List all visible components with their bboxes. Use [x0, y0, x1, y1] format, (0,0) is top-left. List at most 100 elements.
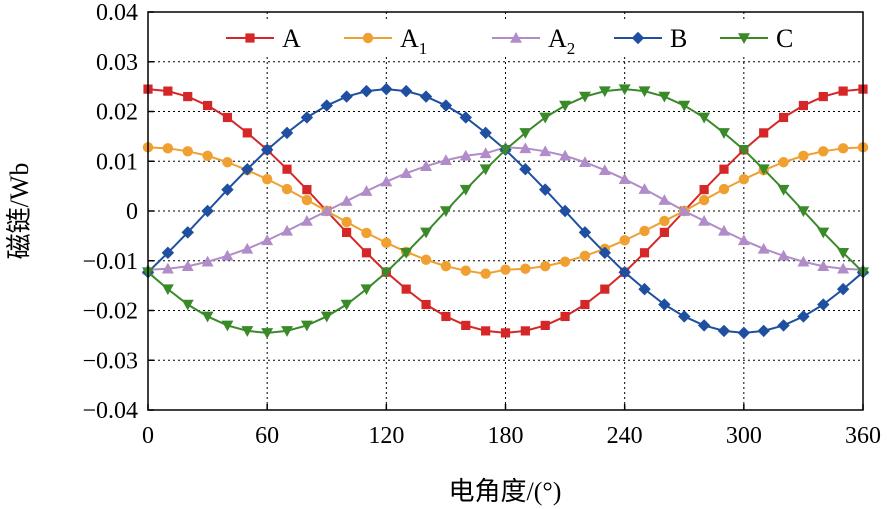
data-point: [698, 214, 711, 226]
data-point: [260, 143, 274, 157]
legend: A A1 A2 B C: [213, 19, 793, 58]
legend-item: A: [226, 24, 301, 53]
data-point: [678, 205, 691, 216]
data-point: [618, 265, 631, 279]
data-point: [461, 320, 471, 331]
data-point: [479, 126, 492, 140]
legend-subscript: 1: [419, 39, 428, 58]
data-point: [698, 194, 710, 206]
data-point: [340, 195, 353, 206]
legend-label: B: [670, 24, 687, 53]
data-point: [618, 84, 631, 96]
data-point: [678, 100, 691, 112]
y-tick-label: 0: [126, 199, 138, 225]
data-point: [222, 112, 233, 123]
data-point: [658, 194, 671, 205]
data-point: [280, 126, 294, 140]
data-point: [558, 204, 572, 218]
grid-lines: [148, 12, 863, 410]
data-point: [797, 206, 810, 217]
x-tick-label: 120: [368, 423, 404, 449]
y-tick-label: −0.03: [82, 348, 138, 374]
data-point: [836, 282, 850, 296]
legend-marker: [631, 31, 645, 45]
data-point: [837, 262, 850, 274]
data-point: [420, 160, 433, 172]
data-point: [759, 128, 769, 138]
data-point: [420, 254, 432, 265]
x-tick-label: 60: [255, 423, 279, 449]
series-c: [142, 84, 869, 339]
data-point: [797, 310, 810, 323]
data-point: [242, 128, 252, 138]
data-point: [818, 146, 829, 157]
data-point: [559, 256, 571, 267]
data-point: [380, 82, 393, 96]
y-tick-label: 0.01: [96, 149, 138, 175]
data-point: [281, 183, 293, 195]
series-layer: [141, 82, 870, 340]
data-point: [459, 149, 472, 161]
data-point: [519, 128, 532, 139]
data-point: [638, 86, 651, 98]
data-point: [222, 157, 233, 168]
y-tick-label: 0.03: [96, 50, 138, 76]
data-point: [360, 84, 373, 98]
data-point: [161, 262, 174, 274]
x-tick-label: 180: [488, 423, 524, 449]
data-point: [639, 225, 650, 237]
data-point: [361, 227, 372, 239]
data-point: [439, 99, 453, 112]
data-point: [419, 90, 433, 103]
data-point: [699, 185, 709, 195]
data-point: [520, 326, 530, 336]
data-point: [718, 183, 730, 195]
data-point: [459, 184, 472, 196]
data-point: [342, 227, 352, 237]
data-point: [162, 143, 174, 154]
data-point: [499, 145, 512, 156]
data-point: [817, 298, 830, 311]
data-point: [261, 234, 274, 246]
data-point: [698, 112, 711, 124]
data-point: [519, 163, 532, 176]
data-point: [439, 206, 452, 217]
data-point: [837, 248, 850, 259]
data-point: [281, 326, 294, 337]
data-point: [202, 150, 213, 161]
data-point: [579, 250, 591, 261]
data-point: [421, 299, 431, 310]
legend-marker: [510, 32, 522, 43]
data-point: [400, 167, 413, 178]
data-point: [360, 185, 373, 196]
legend-label: C: [776, 24, 793, 53]
data-point: [777, 184, 790, 196]
data-point: [598, 164, 611, 175]
data-point: [241, 242, 254, 254]
series-a1: [142, 142, 869, 279]
data-point: [361, 248, 372, 258]
data-point: [598, 86, 611, 98]
data-point: [638, 183, 651, 194]
data-point: [539, 145, 552, 157]
data-point: [659, 215, 670, 227]
data-point: [459, 111, 472, 124]
data-point: [678, 310, 691, 323]
data-point: [619, 235, 630, 246]
data-point: [181, 226, 194, 239]
y-tick-label: 0.02: [96, 100, 138, 126]
data-point: [737, 145, 750, 156]
data-point: [717, 324, 731, 338]
data-point: [717, 224, 730, 236]
data-point: [798, 100, 809, 111]
data-point: [578, 226, 592, 239]
y-axis-title: 磁链/Wb: [5, 163, 34, 260]
x-tick-label: 360: [845, 423, 881, 449]
data-point: [659, 227, 669, 237]
data-point: [201, 255, 214, 267]
data-point: [341, 216, 352, 228]
data-point: [757, 242, 770, 254]
data-point: [241, 163, 254, 176]
data-point: [340, 299, 353, 311]
data-point: [540, 261, 551, 272]
